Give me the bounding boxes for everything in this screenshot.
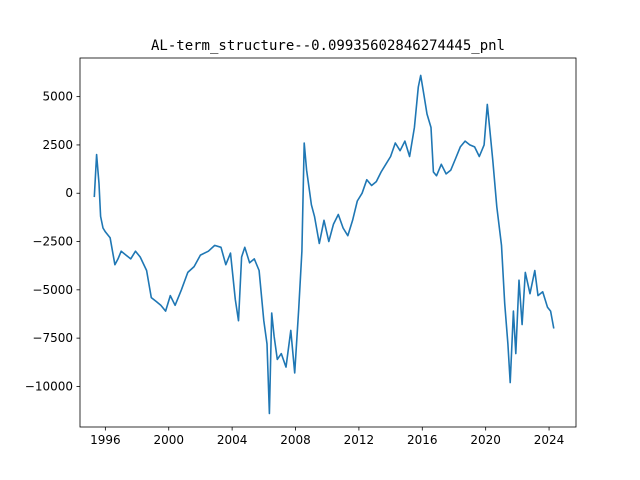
y-tick-label: −7500 xyxy=(32,331,73,345)
y-tick-label: −5000 xyxy=(32,283,73,297)
x-tick-label: 1996 xyxy=(90,433,121,447)
y-tick-label: 5000 xyxy=(42,90,73,104)
y-tick-label: 2500 xyxy=(42,138,73,152)
series-line-0 xyxy=(93,74,555,415)
x-tick-label: 2024 xyxy=(534,433,565,447)
x-tick-label: 2004 xyxy=(217,433,248,447)
chart-title: AL-term_structure--0.09935602846274445_p… xyxy=(151,38,505,54)
plot-area xyxy=(93,74,555,415)
x-tick-label: 2016 xyxy=(407,433,438,447)
axes-frame xyxy=(79,57,577,428)
axes: 1996 2000 2004 2008 2012 2016 2020 2024 −10000 −7… xyxy=(25,57,577,447)
y-tick-label: −10000 xyxy=(25,379,73,393)
x-tick-label: 2020 xyxy=(470,433,501,447)
y-tick-label: −2500 xyxy=(32,235,73,249)
x-tick-label: 2012 xyxy=(344,433,375,447)
y-tick-label: 0 xyxy=(65,186,73,200)
x-tick-label: 2000 xyxy=(153,433,184,447)
x-tick-label: 2008 xyxy=(280,433,311,447)
